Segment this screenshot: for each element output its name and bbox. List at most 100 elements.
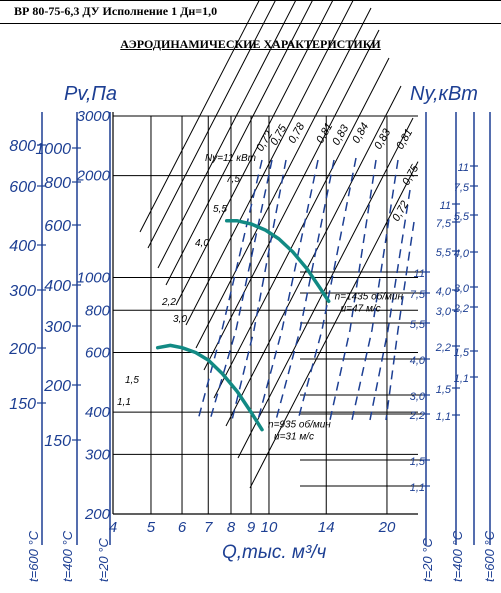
fan-curve-1435 [224, 219, 331, 304]
efficiency-line [231, 159, 287, 421]
power-grid-label: 5,5 [213, 204, 227, 215]
power-grid-label: 4,0 [195, 238, 209, 249]
left-scale-600-label: 200 [8, 341, 36, 358]
x-tick-label: 14 [318, 519, 335, 536]
power-scale-400-label: 4,0 [436, 286, 452, 298]
x-tick-label: 4 [109, 519, 117, 536]
resistance-line [185, 0, 354, 326]
power-scale-20-label: 3,0 [410, 391, 426, 403]
model-title: ВР 80-75-6,3 ДУ Исполнение 1 Дн=1,0 [14, 4, 218, 18]
efficiency-label: 0,84 [350, 121, 371, 146]
power-scale-600-label: 3,0 [454, 283, 470, 295]
y-tick-label: 3000 [77, 108, 111, 125]
power-grid-label: 3,0 [173, 314, 187, 325]
temp-label-400-right: t=400 °C [450, 530, 465, 582]
power-scale-600-label: 1,1 [454, 373, 469, 385]
power-scale-20-label: 7,5 [410, 289, 426, 301]
y-tick-label: 2000 [76, 168, 111, 185]
chart-title: АЭРОДИНАМИЧЕСКИЕ ХАРАКТЕРИСТИКИ [120, 37, 381, 51]
power-grid-label: Ny=11 кВт [205, 153, 256, 164]
left-scale-400-label: 600 [44, 218, 71, 235]
left-scale-400-label: 150 [44, 433, 71, 450]
power-grid-label: 7,5 [226, 174, 240, 185]
x-tick-label: 20 [378, 519, 396, 536]
efficiency-line [209, 159, 273, 421]
left-scale-600-label: 400 [9, 238, 36, 255]
axes-layer [37, 112, 491, 545]
power-scale-20-label: 1,1 [410, 482, 425, 494]
fan-speed-label: n=1435 об/мин [335, 290, 404, 302]
power-grid-label: 1,1 [117, 397, 131, 408]
x-tick-label: 9 [247, 519, 256, 536]
resistance-line [147, 0, 277, 249]
power-scale-600-label: 2,2 [453, 303, 469, 315]
fan-tip-speed-label: u=31 м/с [274, 432, 314, 443]
resistance-line [157, 0, 297, 269]
left-scale-400-label: 800 [44, 175, 71, 192]
resistance-line [249, 161, 419, 489]
power-scale-400-label: 1,5 [436, 384, 452, 396]
y-axis-title: Pv,Па [64, 83, 117, 105]
resistance-line [225, 85, 402, 427]
power-scale-400-label: 5,5 [436, 247, 452, 259]
fan-curve-935 [155, 343, 264, 432]
efficiency-line [385, 221, 415, 421]
power-scale-400-label: 11 [440, 200, 451, 212]
power-scale-400-label: 3,0 [436, 306, 452, 318]
x-tick-label: 5 [147, 519, 156, 536]
y-tick-label: 400 [85, 404, 111, 421]
resistance-line [139, 0, 260, 233]
efficiency-label: 0,75 [268, 122, 290, 147]
resistance-line [165, 0, 314, 286]
resistance-line [237, 117, 414, 459]
power-scale-600-label: 1,5 [454, 347, 470, 359]
power-grid-label: 2,2 [161, 297, 176, 308]
x-tick-label: 7 [204, 519, 213, 536]
diagonal-lines [139, 0, 419, 489]
y-tick-label: 800 [85, 302, 111, 319]
power-scale-600-label: 5,5 [454, 211, 470, 223]
power-scale-20-label: 11 [414, 268, 425, 280]
left-scale-600-label: 800 [9, 138, 36, 155]
efficiency-line [369, 189, 411, 421]
y-tick-label: 300 [85, 446, 111, 463]
power-grid-label: 1,5 [125, 375, 139, 386]
x-tick-label: 6 [178, 519, 187, 536]
power-scale-400-label: 2,2 [435, 342, 451, 354]
power-scale-600-label: 7,5 [454, 182, 470, 194]
fan-speed-label: n=935 об/мин [268, 419, 331, 431]
efficiency-label: 0,81 [394, 127, 415, 152]
x-tick-label: 10 [261, 519, 278, 536]
power-scale-20-label: 4,0 [410, 355, 426, 367]
efficiency-label: 0,83 [372, 126, 394, 151]
power-scale-20-label: 5,5 [410, 319, 426, 331]
y-tick-label: 600 [85, 345, 111, 362]
efficiency-line [351, 159, 399, 421]
resistance-line [195, 7, 372, 349]
x-axis-title: Q,тыс. м³/ч [222, 542, 327, 563]
fan-tip-speed-label: u=47 м/с [341, 303, 381, 314]
left-scale-400-label: 300 [44, 319, 71, 336]
power-axis-title: Ny,кВт [410, 83, 478, 105]
efficiency-line [257, 159, 319, 421]
left-scale-400-label: 200 [43, 378, 71, 395]
left-scale-600-label: 600 [9, 179, 36, 196]
power-scale-600-label: 11 [458, 162, 469, 174]
resistance-line [203, 29, 380, 371]
power-scale-400-label: 7,5 [436, 218, 452, 230]
x-tick-label: 8 [227, 519, 236, 536]
y-tick-label: 1000 [77, 269, 111, 286]
power-scale-600-label: 4,0 [454, 248, 470, 260]
efficiency-label: 0,72 [390, 199, 411, 224]
title-bar [0, 0, 501, 24]
left-scale-600-label: 150 [9, 396, 36, 413]
resistance-line [175, 0, 334, 306]
temp-label-600-right: t=600 °C [482, 530, 497, 582]
power-scale-20-label: 2,2 [409, 410, 425, 422]
left-scale-400-label: 400 [44, 278, 71, 295]
y-tick-label: 200 [84, 506, 111, 523]
efficiency-line [275, 159, 335, 421]
resistance-line [213, 57, 390, 399]
power-scale-20-label: 1,5 [410, 456, 426, 468]
